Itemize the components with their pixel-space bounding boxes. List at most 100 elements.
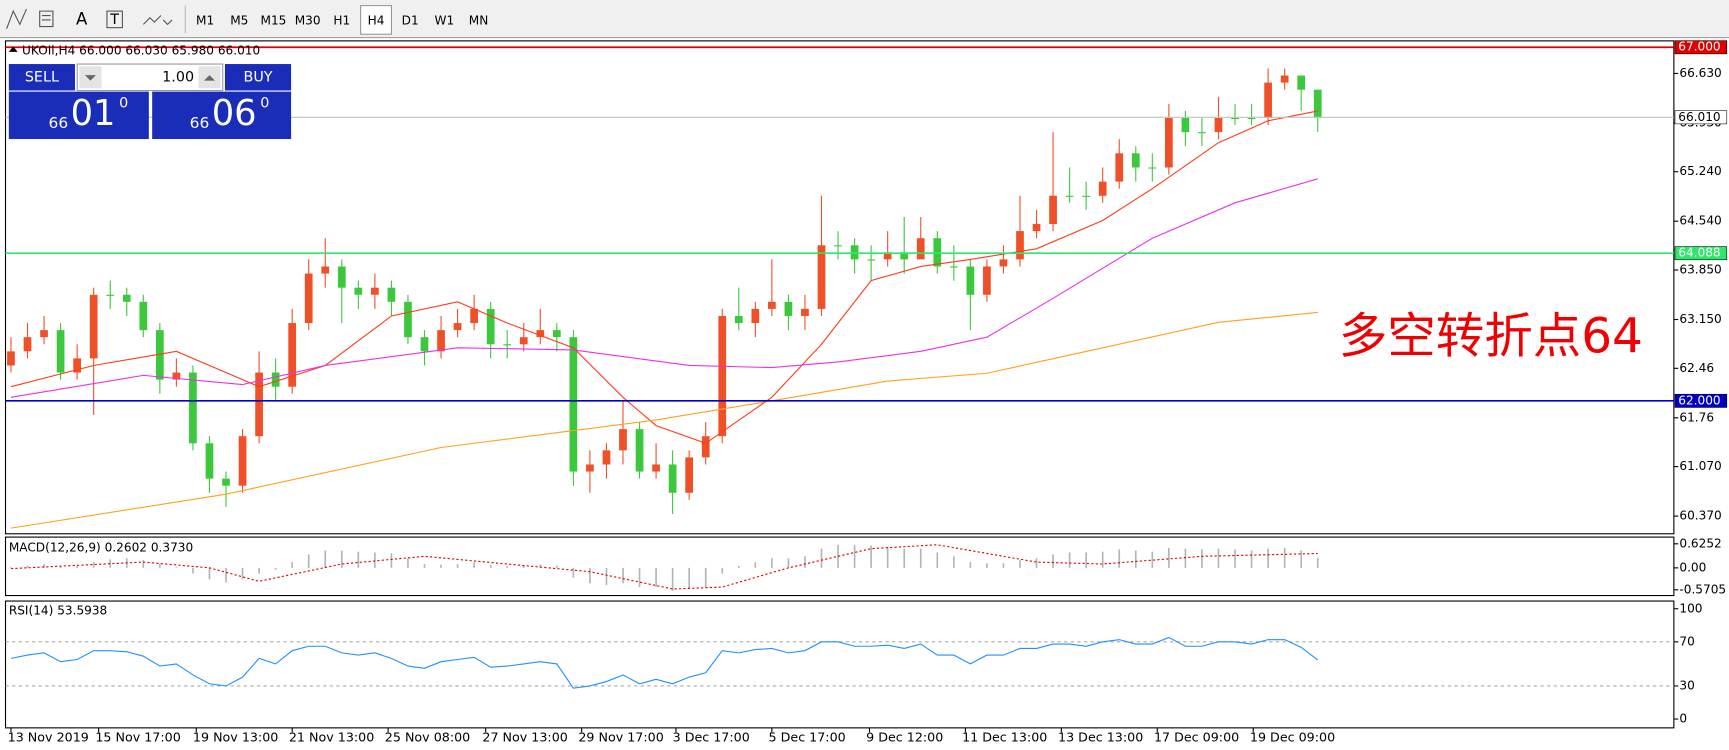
candle-body — [486, 308, 495, 345]
candle-body — [751, 308, 760, 324]
buy-price-box[interactable] — [152, 91, 292, 140]
price-label: 62.000 — [1678, 393, 1720, 407]
down-arrow — [84, 75, 96, 81]
y-tick-label: 61.76 — [1679, 410, 1714, 424]
candle-body — [139, 301, 148, 331]
y-tick-label: 63.150 — [1679, 312, 1721, 326]
lot-value: 1.00 — [162, 69, 194, 85]
candle-body — [966, 266, 975, 295]
candle-body — [1198, 132, 1206, 134]
y-tick-label: 60.370 — [1679, 509, 1721, 523]
y-tick-label: 62.46 — [1679, 361, 1714, 375]
timeframe-button[interactable]: D1 — [402, 14, 419, 28]
price-sup: 0 — [119, 96, 128, 112]
moving-average — [10, 311, 1318, 529]
candle-body — [222, 478, 230, 486]
candle-body — [1098, 181, 1107, 196]
candle-body — [1165, 117, 1173, 168]
candle-body — [834, 245, 842, 247]
candle-body — [1049, 195, 1057, 225]
moving-average — [10, 110, 1318, 444]
candle-body — [1082, 195, 1091, 197]
price-label-box — [1674, 110, 1728, 125]
moving-average — [10, 178, 1318, 398]
candle-body — [387, 287, 396, 302]
candle-body — [1280, 75, 1289, 83]
candle-body — [155, 330, 164, 380]
x-tick-label: 27 Nov 13:00 — [482, 729, 567, 744]
annotation: 多空转折点64 — [1339, 309, 1643, 365]
x-tick-label: 19 Nov 13:00 — [193, 729, 278, 744]
price-label-box — [1674, 246, 1728, 261]
candle-body — [1247, 117, 1256, 120]
candle-body — [1214, 117, 1223, 133]
candle-body — [867, 259, 875, 261]
panel — [4, 536, 1675, 597]
candle-body — [1115, 153, 1124, 182]
toolbar — [0, 0, 1729, 38]
x-tick-label: 21 Nov 13:00 — [289, 729, 374, 744]
candle-body — [337, 266, 346, 288]
candle-body — [304, 273, 313, 324]
x-tick-label: 15 Nov 17:00 — [95, 729, 180, 744]
tool-text[interactable]: T — [109, 12, 119, 28]
candle-body — [602, 450, 611, 465]
timeframe-button[interactable]: M30 — [295, 14, 321, 28]
tool-icon[interactable] — [142, 15, 173, 26]
timeframe-button[interactable]: MN — [469, 14, 489, 28]
candle-body — [519, 337, 528, 345]
candle-body — [569, 337, 578, 472]
y-tick-label: -0.5705 — [1679, 582, 1726, 596]
x-tick-label: 17 Dec 09:00 — [1154, 729, 1239, 744]
timeframe-button[interactable]: H4 — [368, 14, 385, 28]
candle-body — [900, 252, 909, 260]
timeframe-button[interactable]: W1 — [435, 14, 455, 28]
timeframe-button[interactable]: H1 — [333, 14, 350, 28]
tool-box — [106, 10, 123, 29]
drawing-tools — [6, 8, 173, 29]
sell-button[interactable] — [8, 64, 75, 91]
candle-body — [652, 464, 660, 472]
candle-body — [685, 457, 694, 493]
buy-button[interactable] — [224, 64, 292, 91]
candle-body — [172, 372, 181, 380]
price-label: 66.010 — [1678, 110, 1720, 124]
candle-body — [817, 245, 826, 309]
tool-icon[interactable] — [6, 8, 27, 29]
price-prefix: 66 — [49, 114, 69, 132]
x-tick-label: 3 Dec 17:00 — [673, 729, 750, 744]
candle-body — [983, 266, 991, 295]
timeframe-button[interactable]: M5 — [230, 14, 248, 28]
candle-body — [73, 358, 81, 373]
price-main: 06 — [212, 93, 257, 134]
sell-label: SELL — [25, 69, 59, 85]
candle-body — [1297, 75, 1306, 90]
indicator-title: RSI(14) 53.5938 — [9, 603, 107, 617]
x-tick-label: 13 Dec 13:00 — [1058, 729, 1143, 744]
candle-body — [503, 344, 512, 346]
x-tick-label: 13 Nov 2019 — [8, 729, 89, 744]
candle-body — [883, 252, 892, 260]
tool-icon[interactable] — [39, 10, 54, 28]
candle-body — [89, 294, 98, 359]
candle-body — [734, 315, 743, 324]
candle-body — [586, 464, 594, 472]
indicator-title: MACD(12,26,9) 0.2602 0.3730 — [9, 541, 193, 555]
collapse-icon — [8, 46, 18, 52]
price-label-box — [1674, 40, 1728, 55]
sell-price-box[interactable] — [8, 91, 149, 140]
tool-text[interactable]: A — [76, 9, 88, 28]
buy-label: BUY — [243, 69, 272, 85]
price-main: 01 — [71, 93, 116, 134]
timeframe-button[interactable]: M15 — [261, 14, 287, 28]
price-label: 64.088 — [1678, 246, 1720, 260]
chart-title: UKOIl,H4 66.000 66.030 65.980 66.010 — [22, 43, 260, 57]
candle-body — [40, 330, 48, 338]
candle-body — [768, 301, 776, 309]
y-tick-label: 100 — [1679, 601, 1702, 615]
rsi-line — [10, 636, 1319, 689]
timeframe-button[interactable]: M1 — [196, 14, 214, 28]
candle-body — [933, 238, 942, 267]
candle-body — [1032, 224, 1041, 232]
